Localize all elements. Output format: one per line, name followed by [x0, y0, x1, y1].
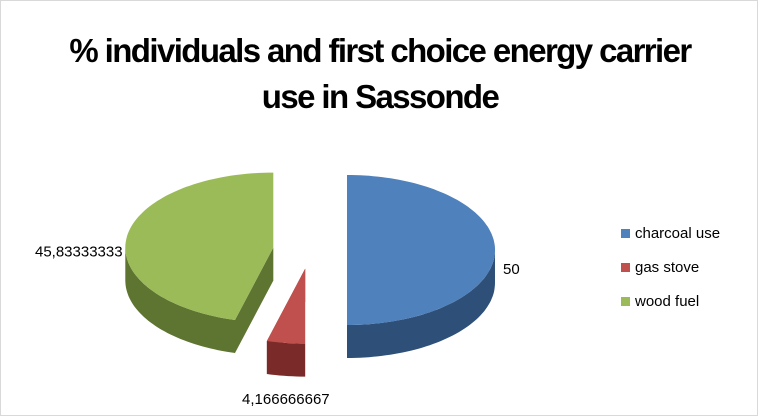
legend-label: gas stove — [635, 259, 699, 276]
pie-slice — [125, 172, 274, 353]
slice-wall — [266, 341, 306, 377]
slice-top — [266, 268, 306, 344]
legend-swatch — [621, 297, 630, 306]
pie-slice — [266, 268, 306, 377]
pie-slice — [347, 175, 495, 358]
data-label: 45,83333333 — [35, 244, 123, 261]
data-label: 50 — [503, 261, 520, 278]
slice-side — [235, 247, 274, 353]
legend-label: wood fuel — [634, 293, 699, 310]
chart-title: % individuals and first choice energy ca… — [69, 32, 692, 115]
slice-top — [347, 175, 495, 325]
legend-swatch — [621, 263, 630, 272]
slice-wall — [125, 247, 235, 353]
legend-swatch — [621, 229, 630, 238]
slice-top — [125, 172, 274, 320]
data-label: 4,166666667 — [242, 391, 330, 408]
legend-label: charcoal use — [635, 225, 720, 242]
slice-wall — [347, 250, 495, 358]
